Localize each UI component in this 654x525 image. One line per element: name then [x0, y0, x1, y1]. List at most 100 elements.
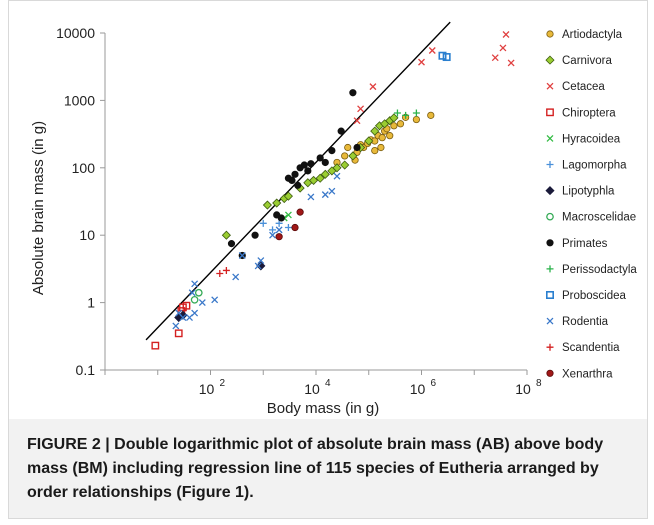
- data-point-carnivora: [332, 163, 342, 173]
- data-point-macroscelidae: [194, 288, 203, 297]
- series-scandentia: [216, 266, 230, 278]
- series-macroscelidae: [190, 288, 203, 304]
- data-point-rodentia: [179, 314, 187, 322]
- data-point-lagomorpha: [284, 224, 292, 232]
- data-point-primates: [300, 161, 308, 169]
- data-point-primates: [349, 89, 357, 97]
- figure-caption: FIGURE 2 | Double logarithmic plot of ab…: [27, 436, 604, 501]
- legend-marker-primates: [546, 239, 554, 247]
- legend-marker-chiroptera: [546, 108, 554, 117]
- legend-marker-macroscelidae: [546, 212, 554, 221]
- legend: Artiodactyla Carnivora Cetacea Chiroptera Hy…: [545, 29, 637, 380]
- legend-label-primates: Primates: [562, 238, 608, 250]
- y-tick-label: 0.1: [76, 362, 96, 378]
- regression-line: [145, 21, 451, 341]
- data-point-lagomorpha: [269, 226, 277, 234]
- data-point-chiroptera: [174, 329, 183, 338]
- x-tick-exponent: 8: [536, 378, 542, 389]
- data-point-artiodactyla: [390, 122, 398, 130]
- legend-marker-lagomorpha: [546, 161, 554, 168]
- scatter-chart: 0.1 1 10 100 1000 10000 10 2 10 4 10 6 10 8 Artiodac…: [30, 21, 637, 417]
- data-point-primates: [227, 240, 236, 248]
- data-point-rodentia: [307, 193, 315, 201]
- legend-item-primates: Primates: [546, 238, 608, 250]
- data-point-lipotyphla: [256, 261, 266, 271]
- x-tick-label: 10: [515, 381, 531, 397]
- x-tick-label: 10: [199, 381, 215, 397]
- legend-item-perissodactyla: Perissodactyla: [546, 264, 637, 276]
- data-point-cetacea: [418, 58, 425, 66]
- data-point-cetacea: [491, 54, 499, 62]
- data-point-rodentia: [333, 172, 341, 180]
- data-point-xenarthra: [291, 223, 299, 232]
- data-point-proboscidea: [442, 53, 451, 62]
- data-point-rodentia: [269, 231, 276, 239]
- data-point-artiodactyla: [427, 111, 435, 119]
- axes: [104, 33, 527, 371]
- legend-item-carnivora: Carnivora: [545, 55, 612, 67]
- legend-marker-cetacea: [546, 82, 554, 90]
- data-point-artiodactyla: [377, 143, 385, 152]
- data-point-lagomorpha: [259, 219, 267, 227]
- y-tick-label: 1000: [64, 92, 95, 108]
- data-point-carnivora: [262, 200, 272, 210]
- legend-marker-perissodactyla: [546, 265, 554, 273]
- legend-label-hyracoidea: Hyracoidea: [562, 133, 621, 145]
- data-point-carnivora: [315, 173, 325, 183]
- legend-label-chiroptera: Chiroptera: [562, 107, 616, 119]
- data-point-scandentia: [222, 266, 230, 274]
- data-point-hyracoidea: [284, 211, 292, 219]
- data-point-carnivora: [283, 191, 293, 201]
- series-proboscidea: [438, 51, 451, 62]
- y-tick-label: 100: [72, 160, 96, 176]
- series-cetacea: [353, 31, 515, 125]
- y-tick-label: 1: [87, 295, 95, 311]
- figure-panel: 0.1 1 10 100 1000 10000 10 2 10 4 10 6 10 8 Artiodac…: [8, 0, 648, 519]
- data-point-carnivora: [348, 151, 358, 161]
- legend-marker-scandentia: [546, 343, 554, 351]
- data-point-carnivora: [221, 230, 231, 240]
- legend-label-proboscidea: Proboscidea: [562, 290, 627, 302]
- legend-marker-rodentia: [546, 317, 554, 325]
- legend-marker-carnivora: [545, 55, 555, 65]
- data-point-rodentia: [172, 322, 180, 330]
- data-point-rodentia: [188, 289, 196, 297]
- data-point-carnivora: [340, 160, 350, 170]
- legend-label-lipotyphla: Lipotyphla: [562, 186, 615, 198]
- y-tick-label: 10000: [56, 25, 95, 41]
- data-point-rodentia: [191, 309, 199, 317]
- legend-item-artiodactyla: Artiodactyla: [546, 29, 623, 41]
- data-point-cetacea: [428, 47, 436, 54]
- data-point-rodentia: [321, 191, 329, 199]
- x-tick-label: 10: [410, 381, 426, 397]
- x-axis-label: Body mass (in g): [267, 400, 380, 417]
- data-point-scandentia: [216, 270, 224, 278]
- legend-marker-lipotyphla: [545, 186, 555, 196]
- legend-label-rodentia: Rodentia: [562, 316, 609, 328]
- data-point-rodentia: [257, 257, 265, 265]
- data-point-xenarthra: [275, 233, 283, 241]
- series-lagomorpha: [259, 219, 292, 234]
- legend-label-perissodactyla: Perissodactyla: [562, 264, 637, 276]
- legend-label-xenarthra: Xenarthra: [562, 368, 613, 380]
- data-point-carnivora: [370, 126, 380, 136]
- data-point-rodentia: [211, 296, 219, 304]
- legend-item-hyracoidea: Hyracoidea: [546, 133, 621, 145]
- x-tick-label: 10: [304, 381, 320, 397]
- series-chiroptera: [151, 301, 191, 350]
- data-point-primates: [277, 214, 285, 222]
- data-point-cetacea: [353, 117, 361, 125]
- data-point-cetacea: [357, 105, 365, 113]
- data-point-perissodactyla: [402, 111, 410, 119]
- legend-item-lipotyphla: Lipotyphla: [545, 186, 615, 198]
- data-point-cetacea: [499, 44, 507, 52]
- legend-item-proboscidea: Proboscidea: [545, 290, 627, 302]
- data-point-cetacea: [507, 59, 515, 67]
- series-rodentia: [172, 172, 341, 330]
- legend-item-cetacea: Cetacea: [546, 81, 605, 93]
- legend-label-artiodactyla: Artiodactyla: [562, 29, 623, 41]
- data-point-macroscelidae: [190, 295, 199, 304]
- data-point-rodentia: [232, 273, 240, 281]
- data-point-rodentia: [275, 226, 283, 234]
- legend-label-cetacea: Cetacea: [562, 81, 605, 93]
